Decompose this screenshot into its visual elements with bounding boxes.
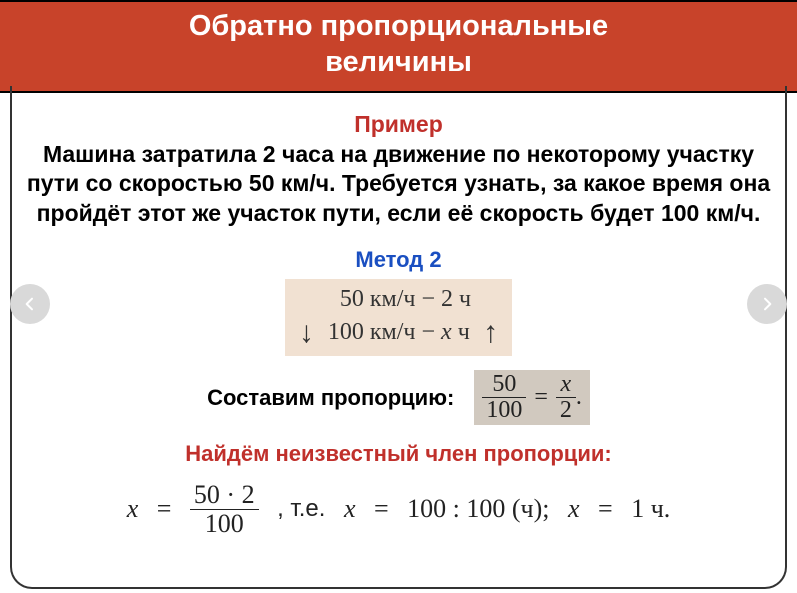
bottom-border — [10, 553, 787, 589]
row2-sep: − — [421, 319, 435, 345]
arrow-down-icon: ↓ — [299, 316, 314, 350]
slide-content: Пример Машина затратила 2 часа на движен… — [0, 93, 797, 548]
row1-speed: 50 км/ч — [340, 286, 416, 312]
slide: Обратно пропорциональные величины Пример… — [0, 0, 797, 593]
row2-speed: 100 км/ч — [328, 319, 416, 345]
frac-right-num: x — [556, 372, 576, 397]
frac-right: x 2 — [556, 372, 576, 423]
sol-var1: x — [127, 494, 139, 524]
relation-box: ↓ 50 км/ч − 2 ч 100 км/ч − x ч ↑ — [285, 279, 512, 356]
sol-result: 1 ч. — [631, 494, 670, 524]
row2: 100 км/ч − x ч — [328, 319, 470, 345]
sol-var2: x — [344, 494, 356, 524]
title-line-1: Обратно пропорциональные — [189, 10, 608, 42]
prev-button[interactable] — [10, 284, 50, 324]
slide-title: Обратно пропорциональные величины — [0, 0, 797, 93]
row1-time: 2 ч — [441, 286, 471, 312]
solution-line: x = 50 · 2 100 , т.е. x = 100 : 100 (ч);… — [20, 481, 777, 537]
equals-sign: = — [526, 384, 556, 411]
sol-frac-num: 50 · 2 — [190, 481, 259, 508]
sol-frac-den: 100 — [190, 509, 259, 537]
frac-right-den: 2 — [556, 397, 576, 423]
sol-eq2: = — [374, 494, 389, 524]
proportion-box: 50 100 = x 2 . — [474, 370, 590, 425]
method-label: Метод 2 — [20, 247, 777, 273]
example-label: Пример — [20, 111, 777, 138]
find-label: Найдём неизвестный член пропорции: — [20, 441, 777, 467]
proportion-dot: . — [576, 384, 582, 411]
frac-left-den: 100 — [482, 397, 526, 423]
title-line-2: величины — [325, 46, 472, 78]
problem-text: Машина затратила 2 часа на движение по н… — [24, 140, 773, 230]
chevron-right-icon — [759, 296, 775, 312]
row1-sep: − — [421, 286, 435, 312]
row2-unit: ч — [458, 319, 470, 345]
frac-left: 50 100 — [482, 372, 526, 423]
row2-var: x — [441, 319, 452, 345]
arrow-up-icon: ↑ — [483, 316, 498, 350]
frac-left-num: 50 — [482, 372, 526, 397]
sol-eq3: = — [598, 494, 613, 524]
chevron-left-icon — [22, 296, 38, 312]
sol-eq1: = — [157, 494, 172, 524]
sol-frac: 50 · 2 100 — [190, 481, 259, 537]
relation-rows: 50 км/ч − 2 ч 100 км/ч − x ч — [328, 283, 471, 348]
proportion-row: Составим пропорцию: 50 100 = x 2 . — [20, 370, 777, 425]
row1: 50 км/ч − 2 ч — [328, 286, 471, 312]
proportion-label: Составим пропорцию: — [207, 385, 454, 411]
next-button[interactable] — [747, 284, 787, 324]
sol-mid-expr: 100 : 100 (ч); — [407, 494, 549, 524]
sol-var3: x — [568, 494, 580, 524]
sol-mid-text: , т.е. — [277, 495, 325, 523]
